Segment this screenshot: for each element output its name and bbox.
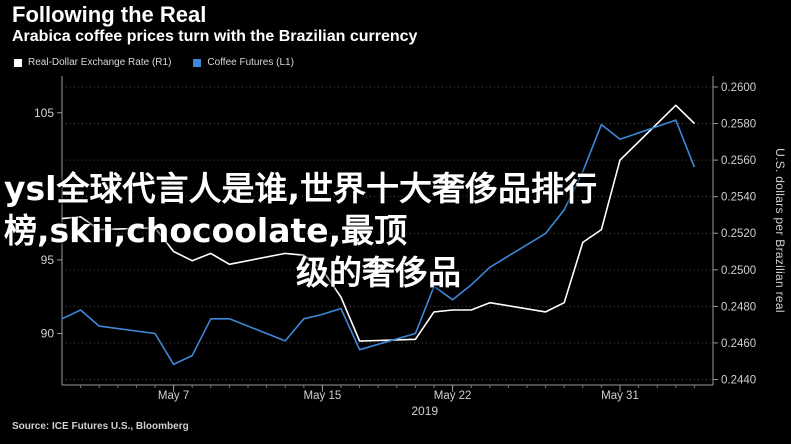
left-tick-label: 105 (34, 106, 54, 120)
x-tick-label: May 7 (158, 390, 189, 402)
right-tick-label: 0.2440 (721, 375, 756, 387)
legend-label-coffee-futures: Coffee Futures (L1) (207, 57, 294, 68)
right-axis-title: U.S. dollars per Brazilian real (773, 148, 787, 313)
x-tick-label: May 22 (434, 390, 472, 402)
legend-label-exchange-rate: Real-Dollar Exchange Rate (R1) (28, 57, 172, 68)
right-tick-label: 0.2500 (721, 265, 756, 277)
right-tick-label: 0.2600 (721, 82, 756, 94)
right-tick-label: 0.2580 (721, 119, 756, 131)
x-tick-label: May 31 (601, 390, 639, 402)
right-tick-label: 0.2480 (721, 301, 756, 313)
source-note: Source: ICE Futures U.S., Bloomberg (12, 421, 189, 432)
right-tick-label: 0.2560 (721, 155, 756, 167)
x-tick-label: May 15 (304, 390, 342, 402)
x-axis-year-label: 2019 (411, 404, 438, 418)
legend: Real-Dollar Exchange Rate (R1) Coffee Fu… (14, 57, 294, 68)
series-line-exchange-rate (61, 104, 695, 342)
right-tick-label: 0.2520 (721, 228, 756, 240)
right-tick-label: 0.2540 (721, 192, 756, 204)
series-line-coffee-futures (61, 119, 696, 366)
legend-swatch-exchange-rate (14, 58, 22, 67)
left-tick-label: 95 (41, 253, 55, 267)
chart-title: Following the Real (12, 2, 207, 27)
right-tick-label: 0.2460 (721, 338, 756, 350)
legend-swatch-coffee-futures (193, 58, 202, 67)
chart-subtitle: Arabica coffee prices turn with the Braz… (12, 28, 418, 45)
left-tick-label: 90 (41, 327, 55, 341)
